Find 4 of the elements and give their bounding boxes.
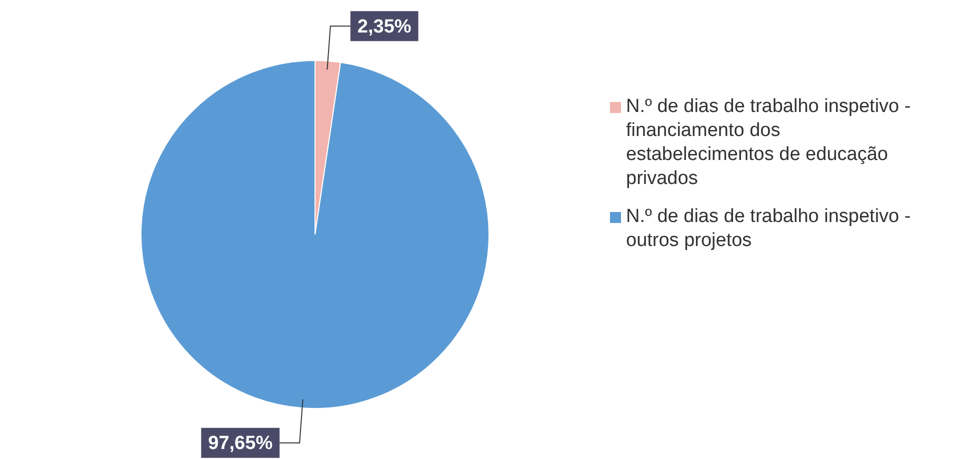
legend-label: N.º de dias de trabalho inspetivo - financiamento dos estabelecimentos de educação privados xyxy=(626,95,912,191)
data-label: 2,35% xyxy=(357,16,412,38)
data-label: 97,65% xyxy=(208,433,273,454)
legend-label: N.º de dias de trabalho inspetivo - outros projetos xyxy=(626,205,912,253)
